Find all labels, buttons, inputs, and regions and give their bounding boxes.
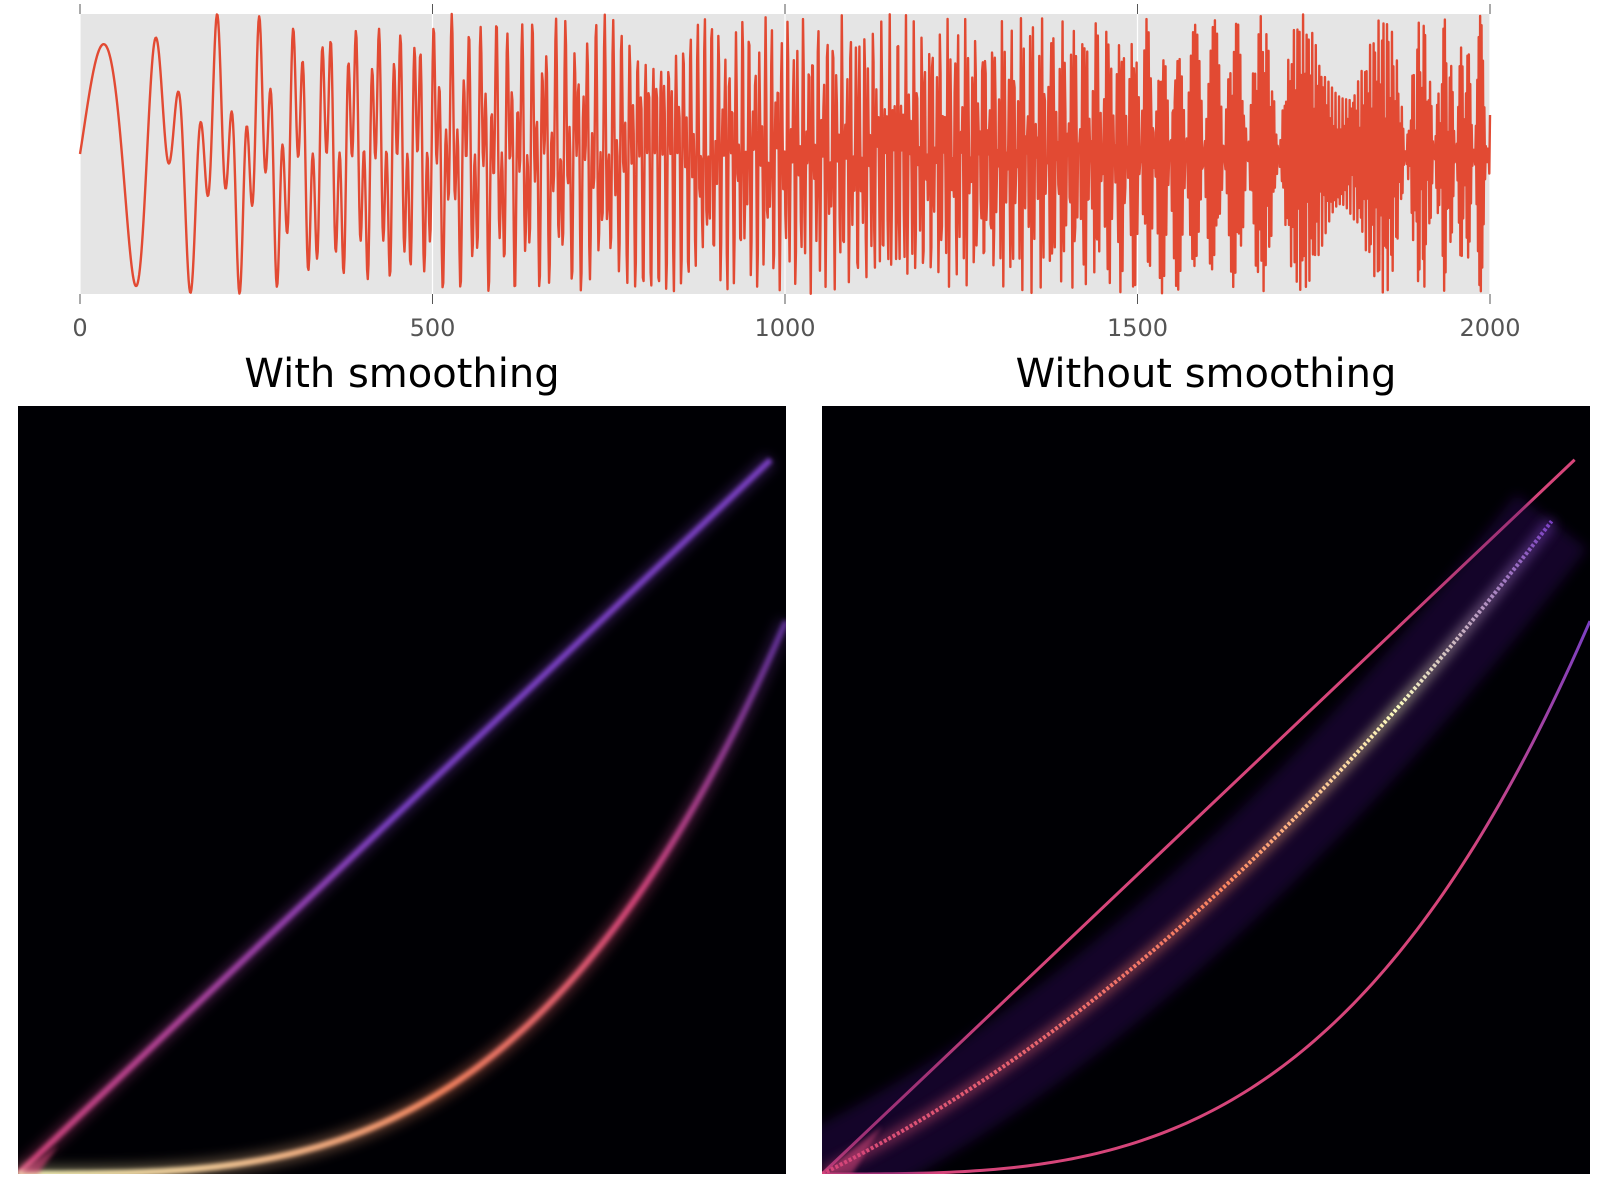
quadratic-ridge — [18, 619, 786, 1174]
heatmap-left-title: With smoothing — [244, 351, 560, 397]
heatmap-right-title: Without smoothing — [1015, 351, 1397, 397]
signal-series-line — [78, 12, 1492, 295]
origin-blob — [18, 1146, 58, 1174]
quadratic-ridge-glow — [18, 617, 786, 1174]
origin-blob — [822, 1126, 882, 1174]
interference-haze — [822, 493, 1588, 1174]
signal-plot: 0 500 1000 1500 2000 — [72, 4, 1521, 342]
signal-x-tick-label: 1000 — [754, 314, 815, 342]
interference-ridge — [822, 519, 1554, 1174]
heatmap-without-smoothing — [822, 406, 1590, 1174]
signal-x-axis: 0 500 1000 1500 2000 — [72, 4, 1521, 342]
signal-x-tick-label: 0 — [72, 314, 87, 342]
signal-x-tick-label: 1500 — [1107, 314, 1168, 342]
linear-ridge — [18, 457, 773, 1174]
quadratic-ridge — [822, 620, 1590, 1174]
signal-x-tick-label: 2000 — [1459, 314, 1520, 342]
heatmap-with-smoothing — [18, 406, 786, 1174]
signal-x-tick-label: 500 — [410, 314, 456, 342]
